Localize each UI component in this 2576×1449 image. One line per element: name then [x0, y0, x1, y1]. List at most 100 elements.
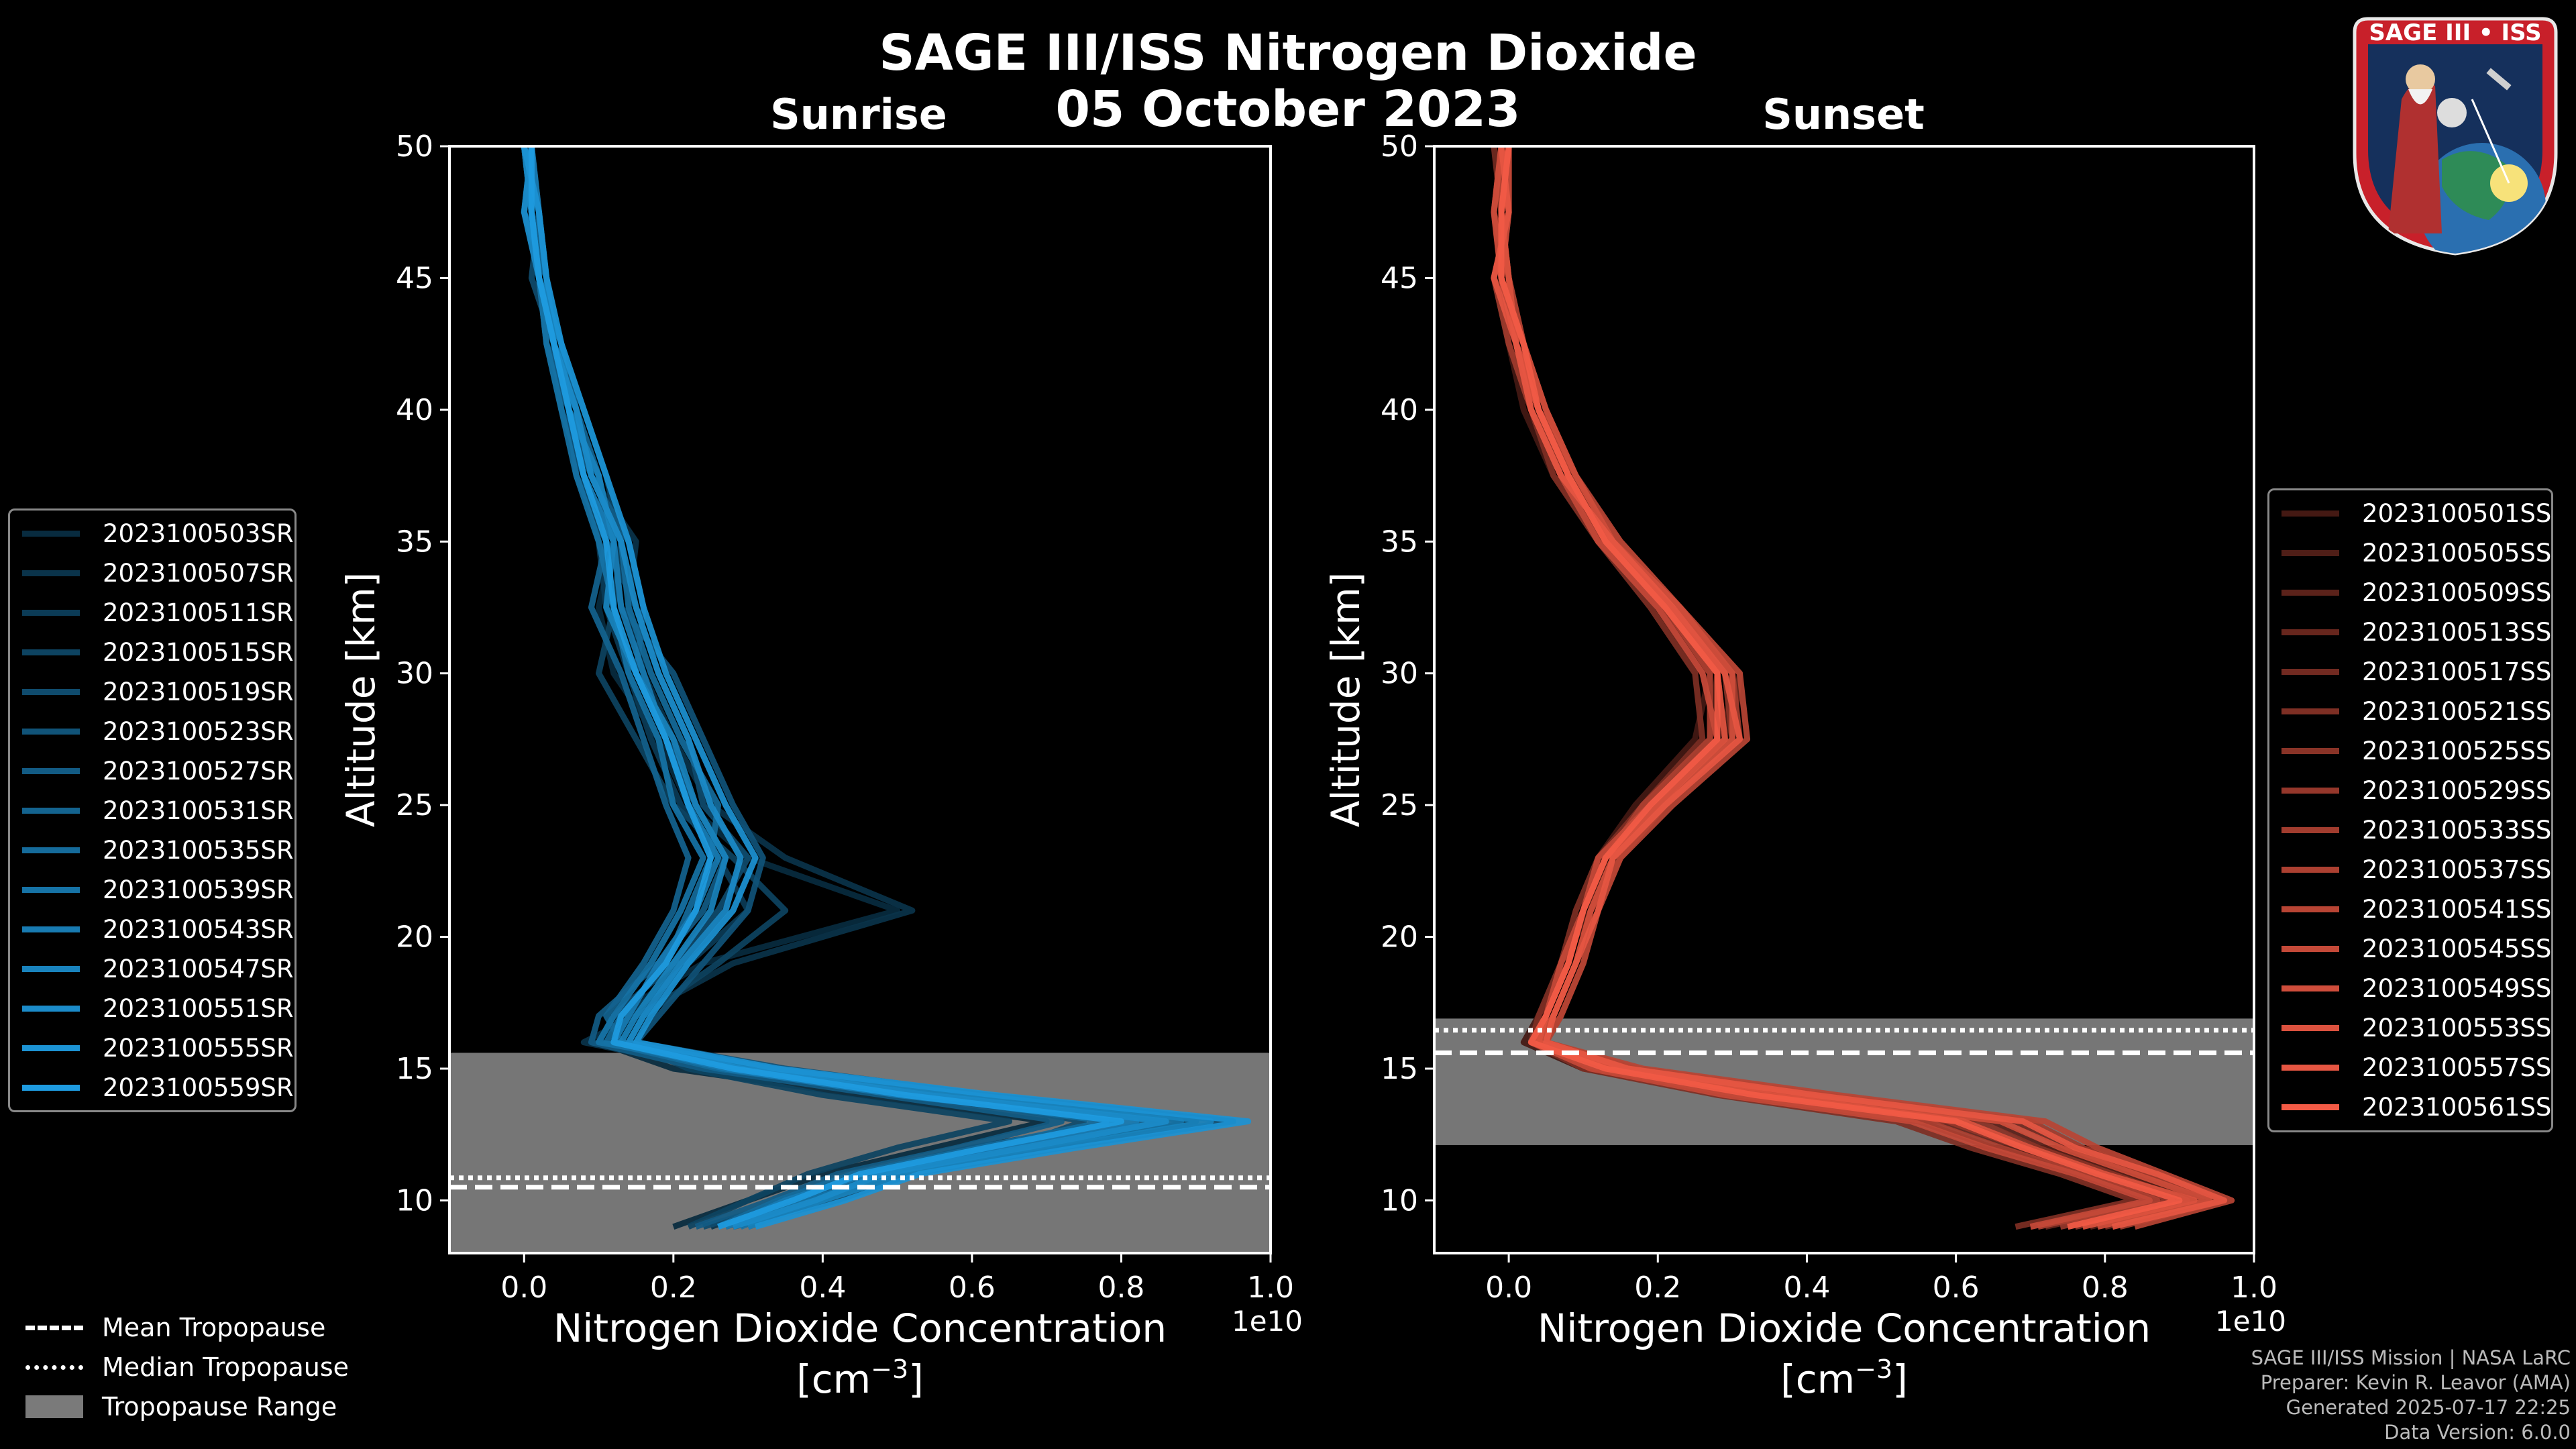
- legend-swatch: [22, 926, 80, 932]
- legend-median-tropopause: Median Tropopause: [25, 1350, 349, 1384]
- sunrise-y-tick-label: 10: [396, 1183, 433, 1218]
- legend-label: 2023100553SS: [2362, 1013, 2552, 1042]
- sunset-y-tick-label: 25: [1381, 788, 1418, 822]
- legend-swatch: [2282, 1064, 2339, 1071]
- sunrise-legend: 2023100503SR 2023100507SR 2023100511SR 2023…: [8, 508, 297, 1112]
- footer-preparer: Preparer: Kevin R. Leavor (AMA): [2260, 1371, 2571, 1394]
- sunset-x-scale-label: 1e10: [2215, 1305, 2286, 1338]
- legend-item: 2023100559SR: [22, 1073, 294, 1102]
- sunrise-y-tick-label: 25: [396, 788, 433, 822]
- sunset-x-tick-label: 0.2: [1634, 1271, 1681, 1305]
- sunset-y-tick-label: 15: [1381, 1052, 1418, 1086]
- legend-swatch: [22, 1084, 80, 1091]
- legend-swatch: [2282, 826, 2339, 833]
- legend-item: 2023100523SR: [22, 716, 294, 746]
- sunrise-y-tick-label: 15: [396, 1052, 433, 1086]
- sunset-x-axis-unit: [cm−3]: [1780, 1354, 1908, 1402]
- legend-swatch: [22, 1044, 80, 1051]
- legend-swatch: [2282, 945, 2339, 952]
- legend-swatch: [2282, 629, 2339, 635]
- sunrise-plot-frame: [448, 145, 1272, 1254]
- sunset-title: Sunset: [1762, 90, 1925, 139]
- legend-item: 2023100533SS: [2282, 815, 2552, 845]
- sunrise-x-tick-label: 0.8: [1097, 1271, 1144, 1305]
- legend-item: 2023100513SS: [2282, 617, 2552, 647]
- sunset-x-tick-label: 1.0: [2231, 1271, 2277, 1305]
- sunrise-x-axis-label: Nitrogen Dioxide Concentration: [553, 1305, 1167, 1351]
- legend-label: 2023100559SR: [103, 1073, 294, 1102]
- legend-label: 2023100527SR: [103, 756, 294, 786]
- legend-label: 2023100551SR: [103, 994, 294, 1023]
- legend-swatch: [2282, 510, 2339, 517]
- legend-item: 2023100501SS: [2282, 498, 2552, 528]
- legend-swatch: [2282, 668, 2339, 675]
- sunset-y-tick-label: 35: [1381, 525, 1418, 559]
- date-title: 05 October 2023: [1055, 80, 1521, 138]
- legend-label: 2023100513SS: [2362, 617, 2552, 647]
- legend-item: 2023100507SR: [22, 558, 294, 588]
- legend-swatch: [2282, 549, 2339, 556]
- sunset-y-tick-label: 40: [1381, 393, 1418, 427]
- sunrise-y-tick-label: 45: [396, 261, 433, 295]
- legend-label: 2023100549SS: [2362, 973, 2552, 1003]
- sunrise-y-tick-label: 20: [396, 920, 433, 955]
- footer-mission: SAGE III/ISS Mission | NASA LaRC: [2251, 1346, 2571, 1369]
- legend-swatch: [2282, 589, 2339, 596]
- sunrise-x-tick-label: 0.6: [949, 1271, 996, 1305]
- legend-label: 2023100511SR: [103, 598, 294, 627]
- sunrise-x-tick-label: 0.0: [500, 1271, 547, 1305]
- series-line-2023100561SS: [1498, 146, 2183, 1230]
- legend-swatch: [2282, 866, 2339, 873]
- legend-item: 2023100541SS: [2282, 895, 2551, 924]
- legend-swatch: [2282, 906, 2339, 912]
- legend-swatch: [2282, 1104, 2339, 1110]
- series-line-2023100559SR: [528, 146, 1124, 1230]
- sunset-y-tick-label: 50: [1381, 129, 1418, 164]
- series-line-2023100555SR: [521, 146, 1252, 1230]
- legend-item: 2023100525SS: [2282, 737, 2551, 765]
- legend-swatch: [22, 688, 80, 695]
- footer-version: Data Version: 6.0.0: [2384, 1421, 2571, 1444]
- legend-label: 2023100501SS: [2362, 498, 2552, 528]
- sage-logo: SAGE III • ISS: [2353, 17, 2558, 256]
- legend-item: 2023100503SR: [22, 519, 294, 548]
- legend-swatch: [2282, 747, 2339, 754]
- legend-item: 2023100547SR: [22, 955, 294, 983]
- legend-tropopause-range: Tropopause Range: [25, 1390, 337, 1424]
- legend-item: 2023100527SR: [22, 756, 294, 786]
- legend-label: 2023100539SR: [103, 875, 294, 904]
- legend-label: 2023100519SR: [103, 677, 294, 706]
- legend-median-label: Median Tropopause: [102, 1352, 349, 1382]
- legend-label: 2023100533SS: [2362, 815, 2552, 845]
- legend-label: 2023100545SS: [2362, 934, 2552, 963]
- legend-swatch: [2282, 787, 2339, 794]
- legend-item: 2023100519SR: [22, 677, 294, 706]
- legend-item: 2023100545SS: [2282, 934, 2552, 963]
- sunset-y-tick-label: 30: [1381, 657, 1418, 691]
- legend-label: 2023100509SS: [2362, 578, 2552, 607]
- legend-swatch: [22, 530, 80, 537]
- legend-label: 2023100529SS: [2362, 775, 2552, 805]
- series-line-2023100551SR: [521, 146, 1169, 1230]
- footer-credits: SAGE III/ISS Mission | NASA LaRC Prepare…: [2251, 1346, 2571, 1445]
- legend-mean-tropopause: Mean Tropopause: [25, 1311, 325, 1344]
- sunrise-y-tick-label: 30: [396, 657, 433, 691]
- legend-item: 2023100535SR: [22, 836, 294, 865]
- legend-label: 2023100507SR: [103, 558, 294, 588]
- legend-item: 2023100539SR: [22, 875, 294, 904]
- sunset-plot-frame: [1433, 145, 2255, 1254]
- legend-label: 2023100531SR: [103, 796, 294, 825]
- legend-item: 2023100549SS: [2282, 973, 2552, 1003]
- legend-item: 2023100515SR: [22, 638, 294, 667]
- sunset-x-axis-label: Nitrogen Dioxide Concentration: [1538, 1305, 2151, 1351]
- legend-item: 2023100511SR: [22, 598, 294, 627]
- sunset-x-tick-label: 0.0: [1485, 1271, 1532, 1305]
- legend-swatch: [2282, 985, 2339, 991]
- legend-swatch: [22, 570, 80, 576]
- legend-range-label: Tropopause Range: [102, 1392, 337, 1421]
- legend-label: 2023100523SR: [103, 716, 294, 746]
- legend-swatch: [22, 767, 80, 774]
- sunrise-y-tick-label: 50: [396, 129, 433, 164]
